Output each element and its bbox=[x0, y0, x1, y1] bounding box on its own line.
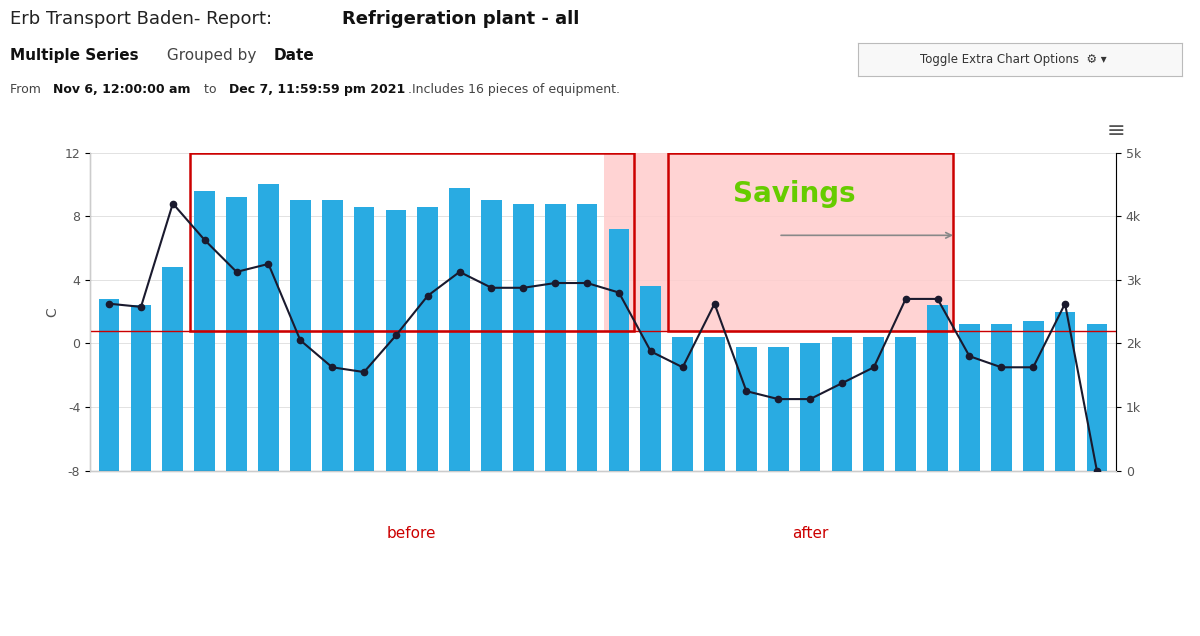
Bar bbox=[736, 347, 757, 471]
Bar bbox=[991, 324, 1012, 471]
Bar bbox=[1022, 321, 1044, 471]
Bar bbox=[481, 200, 502, 471]
Bar bbox=[832, 337, 852, 471]
Bar bbox=[672, 337, 694, 471]
Text: to: to bbox=[200, 83, 221, 95]
Bar bbox=[895, 337, 916, 471]
Bar bbox=[322, 200, 342, 471]
Text: Savings: Savings bbox=[733, 180, 856, 208]
Text: Toggle Extra Chart Options  ⚙ ▾: Toggle Extra Chart Options ⚙ ▾ bbox=[920, 53, 1106, 66]
Bar bbox=[604, 153, 953, 331]
Bar bbox=[545, 204, 565, 471]
Bar bbox=[928, 305, 948, 471]
Bar bbox=[799, 343, 821, 471]
Bar bbox=[227, 197, 247, 471]
Bar bbox=[194, 191, 215, 471]
Bar bbox=[418, 207, 438, 471]
Bar bbox=[258, 184, 278, 471]
Bar bbox=[608, 229, 629, 471]
Bar bbox=[1055, 312, 1075, 471]
Bar bbox=[354, 207, 374, 471]
Bar bbox=[704, 337, 725, 471]
Bar bbox=[190, 153, 634, 331]
Text: Refrigeration plant - all: Refrigeration plant - all bbox=[342, 10, 580, 27]
Text: Nov 6, 12:00:00 am: Nov 6, 12:00:00 am bbox=[53, 83, 191, 95]
Text: From: From bbox=[10, 83, 44, 95]
Text: .Includes 16 pieces of equipment.: .Includes 16 pieces of equipment. bbox=[408, 83, 620, 95]
Bar bbox=[864, 337, 884, 471]
Text: ≡: ≡ bbox=[1106, 121, 1126, 141]
Bar bbox=[98, 299, 120, 471]
Bar bbox=[577, 204, 598, 471]
Bar bbox=[131, 305, 151, 471]
Bar bbox=[290, 200, 311, 471]
Bar bbox=[768, 347, 788, 471]
Text: Multiple Series: Multiple Series bbox=[10, 48, 138, 63]
Bar bbox=[512, 204, 534, 471]
Bar bbox=[1086, 324, 1108, 471]
Bar bbox=[667, 153, 953, 331]
Text: Grouped by: Grouped by bbox=[162, 48, 262, 63]
Bar bbox=[641, 286, 661, 471]
Bar bbox=[449, 188, 470, 471]
Text: Date: Date bbox=[274, 48, 314, 63]
Text: after: after bbox=[792, 527, 828, 541]
Text: before: before bbox=[388, 527, 437, 541]
Bar bbox=[385, 210, 407, 471]
Y-axis label: C: C bbox=[44, 307, 59, 317]
Bar bbox=[959, 324, 979, 471]
Text: Dec 7, 11:59:59 pm 2021: Dec 7, 11:59:59 pm 2021 bbox=[229, 83, 406, 95]
Bar bbox=[162, 267, 184, 471]
Text: Erb Transport Baden- Report:: Erb Transport Baden- Report: bbox=[10, 10, 277, 27]
